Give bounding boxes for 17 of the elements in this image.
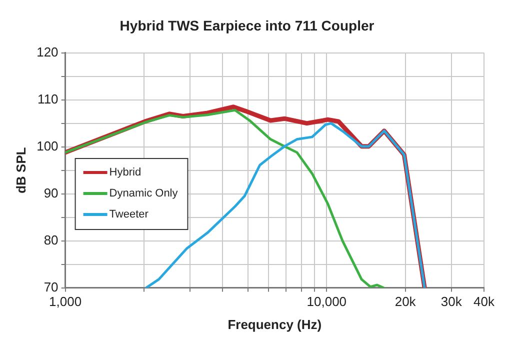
y-tick-label: 100	[36, 138, 58, 154]
y-tick-label: 120	[36, 44, 58, 60]
y-tick-label: 80	[44, 232, 58, 248]
x-tick-label: 20k	[394, 294, 416, 310]
x-tick-label: 10,000	[306, 294, 347, 310]
x-tick-label: 1,000	[49, 294, 82, 310]
legend-label: Tweeter	[109, 208, 149, 221]
chart-title: Hybrid TWS Earpiece into 711 Coupler	[120, 17, 375, 34]
y-axis-title: dB SPL	[13, 147, 28, 194]
legend-label: Hybrid	[109, 166, 142, 179]
x-axis-title: Frequency (Hz)	[228, 316, 322, 332]
y-tick-label: 70	[44, 279, 58, 294]
legend-label: Dynamic Only	[109, 188, 178, 200]
y-tick-label: 90	[44, 185, 58, 200]
x-tick-label: 40k	[474, 294, 495, 310]
x-tick-label: 30k	[440, 294, 462, 310]
y-tick-label: 110	[38, 91, 58, 106]
